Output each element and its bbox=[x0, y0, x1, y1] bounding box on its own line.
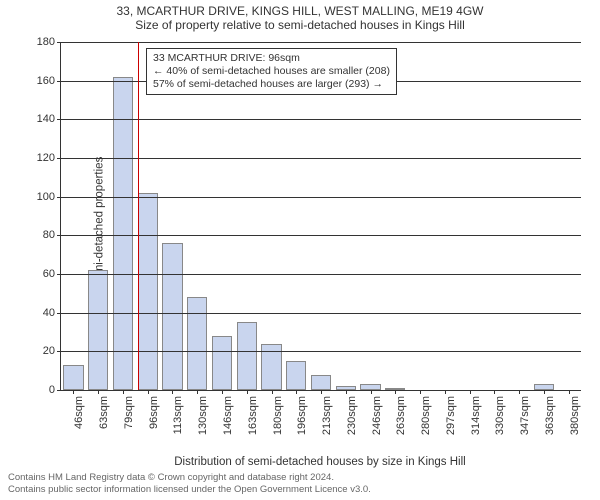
x-tick-mark bbox=[148, 390, 149, 394]
y-tick-label: 180 bbox=[37, 36, 55, 48]
bar-slot: 63sqm bbox=[86, 42, 111, 390]
annotation-line3: 57% of semi-detached houses are larger (… bbox=[153, 78, 390, 91]
x-tick-label: 314sqm bbox=[470, 396, 482, 435]
bar bbox=[63, 365, 83, 390]
title-line1: 33, MCARTHUR DRIVE, KINGS HILL, WEST MAL… bbox=[0, 4, 600, 18]
x-tick-mark bbox=[222, 390, 223, 394]
footer: Contains HM Land Registry data © Crown c… bbox=[8, 472, 592, 496]
x-tick-label: 280sqm bbox=[420, 396, 432, 435]
bar-slot: 363sqm bbox=[532, 42, 557, 390]
x-tick-label: 297sqm bbox=[445, 396, 457, 435]
bar bbox=[212, 336, 232, 390]
y-tick-label: 20 bbox=[43, 345, 55, 357]
bar-slot: 79sqm bbox=[111, 42, 136, 390]
annotation-box: 33 MCARTHUR DRIVE: 96sqm ← 40% of semi-d… bbox=[146, 48, 397, 95]
bar-slot: 330sqm bbox=[482, 42, 507, 390]
x-tick-label: 163sqm bbox=[247, 396, 259, 435]
y-tick-label: 60 bbox=[43, 268, 55, 280]
x-tick-mark bbox=[321, 390, 322, 394]
bar-slot: 347sqm bbox=[507, 42, 532, 390]
bar bbox=[162, 243, 182, 390]
y-gridline bbox=[61, 197, 581, 198]
x-tick-mark bbox=[519, 390, 520, 394]
x-tick-label: 180sqm bbox=[272, 396, 284, 435]
x-tick-label: 330sqm bbox=[494, 396, 506, 435]
titles: 33, MCARTHUR DRIVE, KINGS HILL, WEST MAL… bbox=[0, 4, 600, 32]
x-tick-label: 363sqm bbox=[544, 396, 556, 435]
x-tick-mark bbox=[395, 390, 396, 394]
x-tick-label: 130sqm bbox=[197, 396, 209, 435]
x-tick-mark bbox=[247, 390, 248, 394]
y-tick-label: 120 bbox=[37, 152, 55, 164]
bar bbox=[237, 322, 257, 390]
x-tick-label: 213sqm bbox=[321, 396, 333, 435]
y-tick-label: 0 bbox=[49, 384, 55, 396]
x-tick-mark bbox=[197, 390, 198, 394]
x-tick-label: 79sqm bbox=[123, 396, 135, 429]
x-tick-mark bbox=[346, 390, 347, 394]
x-tick-mark bbox=[445, 390, 446, 394]
bar-slot: 380sqm bbox=[556, 42, 581, 390]
x-tick-label: 246sqm bbox=[371, 396, 383, 435]
plot-area: 46sqm63sqm79sqm96sqm113sqm130sqm146sqm16… bbox=[60, 42, 581, 391]
footer-line2: Contains public sector information licen… bbox=[8, 484, 592, 496]
bar bbox=[286, 361, 306, 390]
bar bbox=[138, 193, 158, 390]
y-gridline bbox=[61, 274, 581, 275]
annotation-line1: 33 MCARTHUR DRIVE: 96sqm bbox=[153, 52, 390, 65]
x-tick-mark bbox=[470, 390, 471, 394]
y-tick-label: 40 bbox=[43, 307, 55, 319]
x-tick-mark bbox=[494, 390, 495, 394]
x-tick-label: 63sqm bbox=[98, 396, 110, 429]
x-tick-mark bbox=[569, 390, 570, 394]
bar bbox=[113, 77, 133, 390]
bar-slot: 280sqm bbox=[408, 42, 433, 390]
x-tick-label: 380sqm bbox=[569, 396, 581, 435]
bar bbox=[187, 297, 207, 390]
y-tick-label: 100 bbox=[37, 191, 55, 203]
footer-line1: Contains HM Land Registry data © Crown c… bbox=[8, 472, 592, 484]
x-tick-mark bbox=[172, 390, 173, 394]
x-tick-label: 46sqm bbox=[73, 396, 85, 429]
y-gridline bbox=[61, 313, 581, 314]
x-tick-label: 263sqm bbox=[395, 396, 407, 435]
x-tick-mark bbox=[98, 390, 99, 394]
x-tick-label: 146sqm bbox=[222, 396, 234, 435]
y-tick-label: 80 bbox=[43, 229, 55, 241]
bar-slot: 297sqm bbox=[432, 42, 457, 390]
x-tick-label: 113sqm bbox=[172, 396, 184, 434]
bar-slot: 46sqm bbox=[61, 42, 86, 390]
y-gridline bbox=[61, 351, 581, 352]
x-tick-mark bbox=[73, 390, 74, 394]
bar-slot: 314sqm bbox=[457, 42, 482, 390]
y-tick-label: 160 bbox=[37, 75, 55, 87]
x-tick-label: 230sqm bbox=[346, 396, 358, 435]
y-gridline bbox=[61, 119, 581, 120]
y-gridline bbox=[61, 42, 581, 43]
x-tick-label: 347sqm bbox=[519, 396, 531, 435]
x-tick-label: 96sqm bbox=[148, 396, 160, 429]
y-tick-label: 140 bbox=[37, 113, 55, 125]
chart-container: 33, MCARTHUR DRIVE, KINGS HILL, WEST MAL… bbox=[0, 0, 600, 500]
marker-line bbox=[138, 42, 139, 390]
x-tick-mark bbox=[544, 390, 545, 394]
x-tick-mark bbox=[123, 390, 124, 394]
title-line2: Size of property relative to semi-detach… bbox=[0, 18, 600, 32]
x-axis-label: Distribution of semi-detached houses by … bbox=[60, 456, 580, 468]
x-tick-mark bbox=[420, 390, 421, 394]
y-gridline bbox=[61, 158, 581, 159]
bar bbox=[88, 270, 108, 390]
y-tick-mark bbox=[57, 390, 61, 391]
annotation-line2: ← 40% of semi-detached houses are smalle… bbox=[153, 65, 390, 78]
y-gridline bbox=[61, 235, 581, 236]
x-tick-label: 196sqm bbox=[296, 396, 308, 435]
x-tick-mark bbox=[296, 390, 297, 394]
bar bbox=[311, 375, 331, 390]
x-tick-mark bbox=[272, 390, 273, 394]
x-tick-mark bbox=[371, 390, 372, 394]
